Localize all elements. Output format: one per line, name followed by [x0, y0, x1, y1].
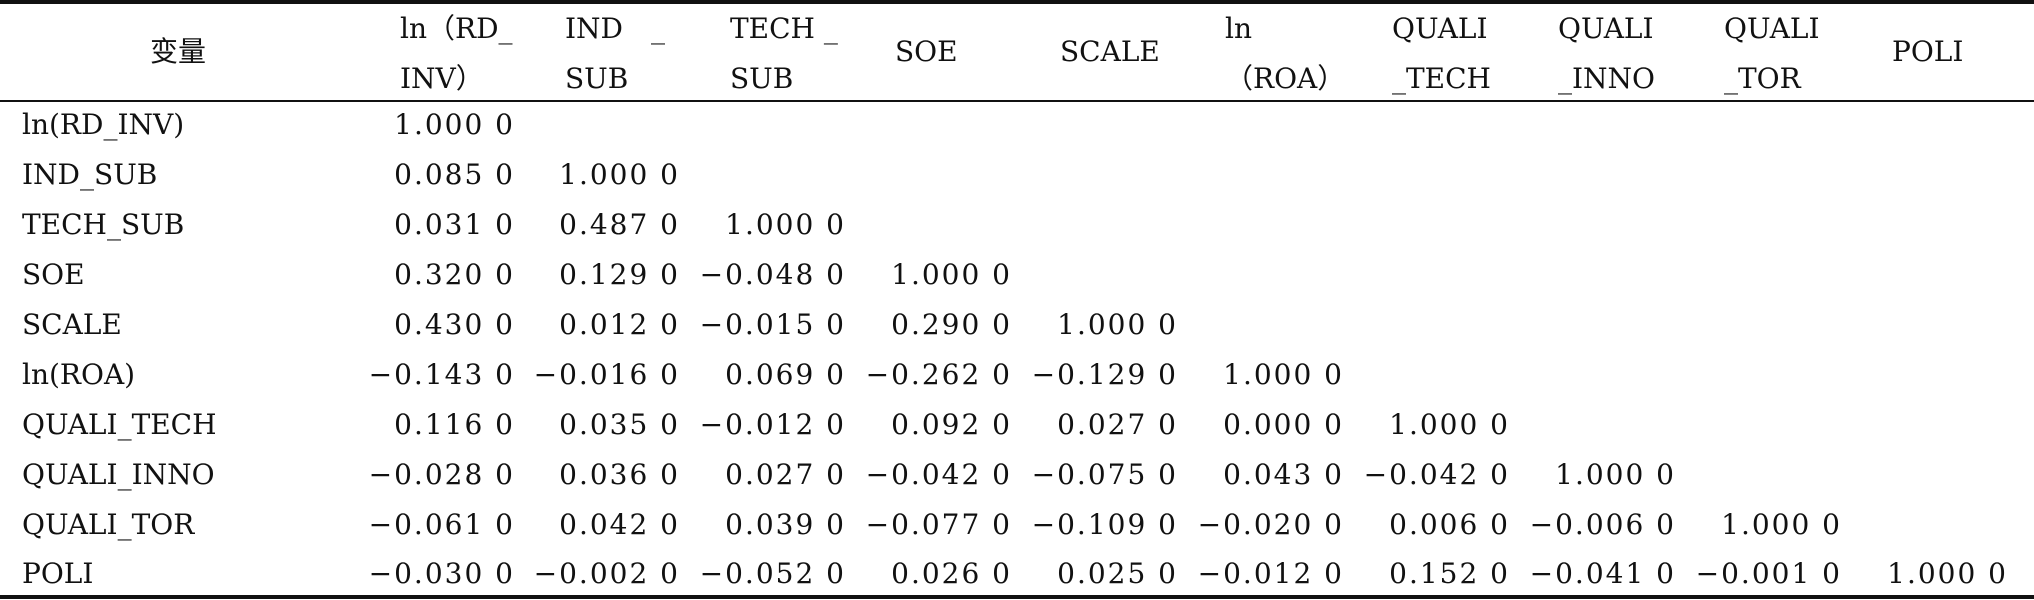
header-line: ln（RD_	[400, 12, 513, 45]
table-cell: 0.069 0	[725, 358, 846, 391]
table-cell: 0.152 0	[1389, 557, 1510, 590]
header-variable: 变量	[150, 4, 206, 100]
table-top-rule	[0, 0, 2034, 4]
table-cell: 0.027 0	[1057, 408, 1178, 441]
table-cell: −0.061 0	[368, 508, 515, 541]
header-line: TECH _	[730, 12, 838, 45]
row-label: TECH_SUB	[22, 208, 185, 241]
table-header: 变量 ln（RD_ INV） IND _ SUB TECH _ SUB SOE SCALE ln （…	[0, 4, 2034, 100]
table-cell: 0.000 0	[1223, 408, 1344, 441]
table-cell: 0.487 0	[559, 208, 680, 241]
table-cell: −0.042 0	[865, 458, 1012, 491]
row-label: ln(RD_INV)	[22, 108, 185, 141]
table-cell: 0.129 0	[559, 258, 680, 291]
header-line: QUALI	[1558, 12, 1654, 45]
table-cell: −0.041 0	[1529, 557, 1676, 590]
table-bottom-rule	[0, 595, 2034, 599]
table-cell: 1.000 0	[1721, 508, 1842, 541]
header-col-5: SCALE	[1060, 4, 1160, 100]
table-cell: 1.000 0	[394, 108, 515, 141]
table-cell: −0.015 0	[699, 308, 846, 341]
table-cell: 1.000 0	[1389, 408, 1510, 441]
table-cell: 1.000 0	[1887, 557, 2008, 590]
header-col-10: POLI	[1892, 4, 1963, 100]
header-col-7: QUALI _TECH	[1392, 4, 1491, 100]
header-col-6: ln （ROA）	[1225, 4, 1345, 100]
header-line: _TECH	[1392, 62, 1491, 95]
table-cell: −0.012 0	[699, 408, 846, 441]
header-line: _INNO	[1558, 62, 1656, 95]
table-cell: −0.048 0	[699, 258, 846, 291]
header-col-1: ln（RD_ INV）	[400, 4, 513, 100]
table-cell: −0.077 0	[865, 508, 1012, 541]
table-cell: 0.430 0	[394, 308, 515, 341]
row-label: IND_SUB	[22, 158, 158, 191]
table-cell: 0.043 0	[1223, 458, 1344, 491]
header-col-4: SOE	[895, 4, 958, 100]
table-cell: −0.042 0	[1363, 458, 1510, 491]
table-cell: −0.001 0	[1695, 557, 1842, 590]
header-line: QUALI	[1392, 12, 1488, 45]
table-cell: −0.006 0	[1529, 508, 1676, 541]
table-cell: −0.075 0	[1031, 458, 1178, 491]
header-line: SUB	[730, 62, 794, 95]
header-line: ln	[1225, 12, 1252, 45]
header-line: 变量	[150, 35, 207, 68]
table-cell: −0.052 0	[699, 557, 846, 590]
header-line: POLI	[1892, 35, 1964, 68]
table-cell: 0.025 0	[1057, 557, 1178, 590]
row-label: ln(ROA)	[22, 358, 136, 391]
table-cell: 1.000 0	[1555, 458, 1676, 491]
header-line: QUALI	[1724, 12, 1820, 45]
table-cell: 0.042 0	[559, 508, 680, 541]
row-label: QUALI_INNO	[22, 458, 215, 491]
table-cell: 0.085 0	[394, 158, 515, 191]
header-col-9: QUALI _TOR	[1724, 4, 1820, 100]
header-line: SUB	[565, 62, 629, 95]
header-col-3: TECH _ SUB	[730, 4, 838, 100]
row-label: QUALI_TOR	[22, 508, 195, 541]
table-cell: 0.320 0	[394, 258, 515, 291]
table-cell: 1.000 0	[1057, 308, 1178, 341]
table-cell: −0.129 0	[1031, 358, 1178, 391]
header-line: IND _	[565, 12, 666, 45]
table-cell: −0.002 0	[533, 557, 680, 590]
table-cell: 0.039 0	[725, 508, 846, 541]
row-label: SOE	[22, 258, 85, 291]
header-col-2: IND _ SUB	[565, 4, 665, 100]
row-label: POLI	[22, 557, 94, 590]
table-cell: 0.290 0	[891, 308, 1012, 341]
table-cell: −0.016 0	[533, 358, 680, 391]
header-line: INV）	[400, 62, 484, 95]
table-cell: −0.030 0	[368, 557, 515, 590]
table-cell: 0.026 0	[891, 557, 1012, 590]
row-label: QUALI_TECH	[22, 408, 217, 441]
table-cell: 0.027 0	[725, 458, 846, 491]
table-cell: 0.092 0	[891, 408, 1012, 441]
table-cell: 0.116 0	[394, 408, 515, 441]
table-cell: 1.000 0	[891, 258, 1012, 291]
table-cell: 1.000 0	[559, 158, 680, 191]
header-line: _TOR	[1724, 62, 1801, 95]
table-cell: −0.109 0	[1031, 508, 1178, 541]
table-cell: −0.028 0	[368, 458, 515, 491]
header-line: SOE	[895, 35, 958, 68]
table-cell: 0.036 0	[559, 458, 680, 491]
header-line: （ROA）	[1225, 62, 1346, 95]
table-cell: 0.006 0	[1389, 508, 1510, 541]
row-label: SCALE	[22, 308, 122, 341]
table-cell: 0.031 0	[394, 208, 515, 241]
table-cell: −0.020 0	[1197, 508, 1344, 541]
table-cell: −0.262 0	[865, 358, 1012, 391]
header-line: SCALE	[1060, 35, 1160, 68]
table-cell: 1.000 0	[1223, 358, 1344, 391]
table-cell: 0.012 0	[559, 308, 680, 341]
table-cell: −0.012 0	[1197, 557, 1344, 590]
header-col-8: QUALI _INNO	[1558, 4, 1655, 100]
table-cell: −0.143 0	[368, 358, 515, 391]
table-cell: 1.000 0	[725, 208, 846, 241]
table-header-rule	[0, 100, 2034, 102]
table-cell: 0.035 0	[559, 408, 680, 441]
